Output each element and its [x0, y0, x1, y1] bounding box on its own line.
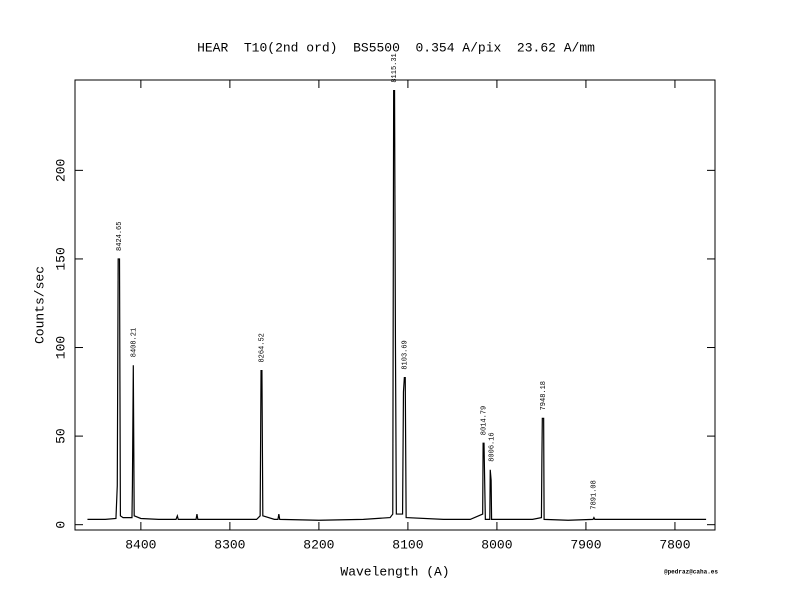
y-tick-label: 100	[53, 336, 68, 359]
y-axis-label: Counts/sec	[32, 266, 47, 344]
peak-label: 8103.69	[401, 340, 409, 369]
y-tick-label: 50	[53, 428, 68, 444]
peak-label: 8014.79	[481, 406, 489, 435]
x-tick-label: 8400	[125, 537, 156, 552]
x-tick-label: 8000	[481, 537, 512, 552]
spectrum-line	[87, 90, 707, 521]
y-tick-label: 0	[53, 521, 68, 529]
peak-label: 7891.08	[591, 480, 599, 509]
chart-title: HEAR T10(2nd ord) BS5500 0.354 A/pix 23.…	[197, 40, 595, 55]
y-tick-label: 200	[53, 159, 68, 182]
x-tick-label: 8100	[392, 537, 423, 552]
x-tick-label: 7900	[570, 537, 601, 552]
x-axis-label: Wavelength (A)	[340, 564, 449, 579]
x-tick-label: 8300	[214, 537, 245, 552]
plot-frame	[74, 79, 716, 531]
peak-label: 8424.65	[116, 222, 124, 251]
peak-label: 8006.16	[488, 432, 496, 461]
peak-label: 8408.21	[130, 328, 138, 357]
x-tick-label: 8200	[303, 537, 334, 552]
y-tick-label: 150	[53, 247, 68, 270]
peak-label: 8115.31	[391, 53, 399, 82]
x-tick-label: 7800	[659, 537, 690, 552]
footer: @pedraz@caha.es	[664, 569, 718, 576]
peak-label: 7948.18	[540, 381, 548, 410]
peak-label: 8264.52	[258, 333, 266, 362]
